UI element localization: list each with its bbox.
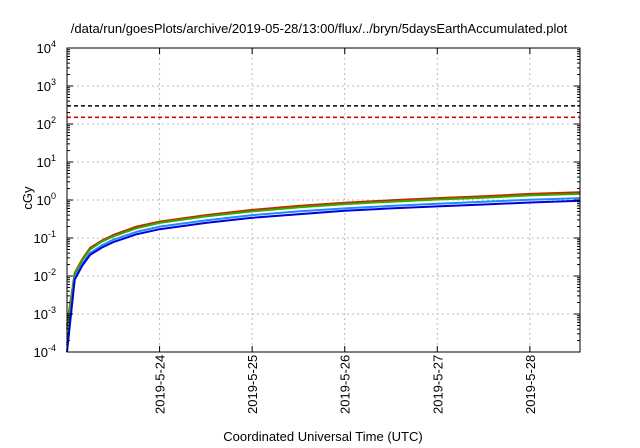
y-tick-label: 100 — [37, 191, 56, 208]
y-tick-exponent: 4 — [51, 39, 56, 49]
y-tick-exponent: -4 — [48, 343, 56, 353]
x-axis-label: Coordinated Universal Time (UTC) — [223, 429, 422, 444]
series-line — [66, 197, 581, 346]
y-tick-label: 101 — [37, 153, 56, 170]
y-tick-exponent: 1 — [51, 153, 56, 163]
y-tick-label: 10-1 — [34, 229, 56, 246]
y-tick-label: 10-3 — [34, 305, 56, 322]
y-tick-label: 104 — [37, 39, 56, 56]
y-tick-label: 103 — [37, 77, 56, 94]
x-tick-label: 2019-5-25 — [245, 355, 260, 414]
x-tick-label: 2019-5-26 — [338, 355, 353, 414]
x-tick-label: 2019-5-27 — [430, 355, 445, 414]
y-tick-exponent: -3 — [48, 305, 56, 315]
y-tick-exponent: -1 — [48, 229, 56, 239]
y-axis-label: cGy — [20, 186, 35, 210]
y-tick-exponent: 2 — [51, 115, 56, 125]
series-line — [66, 199, 581, 353]
y-tick-exponent: 0 — [51, 191, 56, 201]
data-series — [66, 191, 581, 353]
reference-lines — [67, 105, 580, 119]
chart-title: /data/run/goesPlots/archive/2019-05-28/1… — [71, 21, 568, 36]
y-tick-label: 10-2 — [34, 267, 56, 284]
y-tick-exponent: 3 — [51, 77, 56, 87]
y-tick-label: 102 — [37, 115, 56, 132]
series-line — [66, 192, 581, 330]
y-tick-label: 10-4 — [34, 343, 56, 360]
y-tick-exponent: -2 — [48, 267, 56, 277]
grid-lines — [67, 48, 580, 352]
x-tick-label: 2019-5-28 — [523, 355, 538, 414]
x-axis-ticks: 2019-5-24 2019-5-25 2019-5-26 2019-5-27 2019… — [153, 48, 538, 414]
x-tick-label: 2019-5-24 — [153, 355, 168, 414]
